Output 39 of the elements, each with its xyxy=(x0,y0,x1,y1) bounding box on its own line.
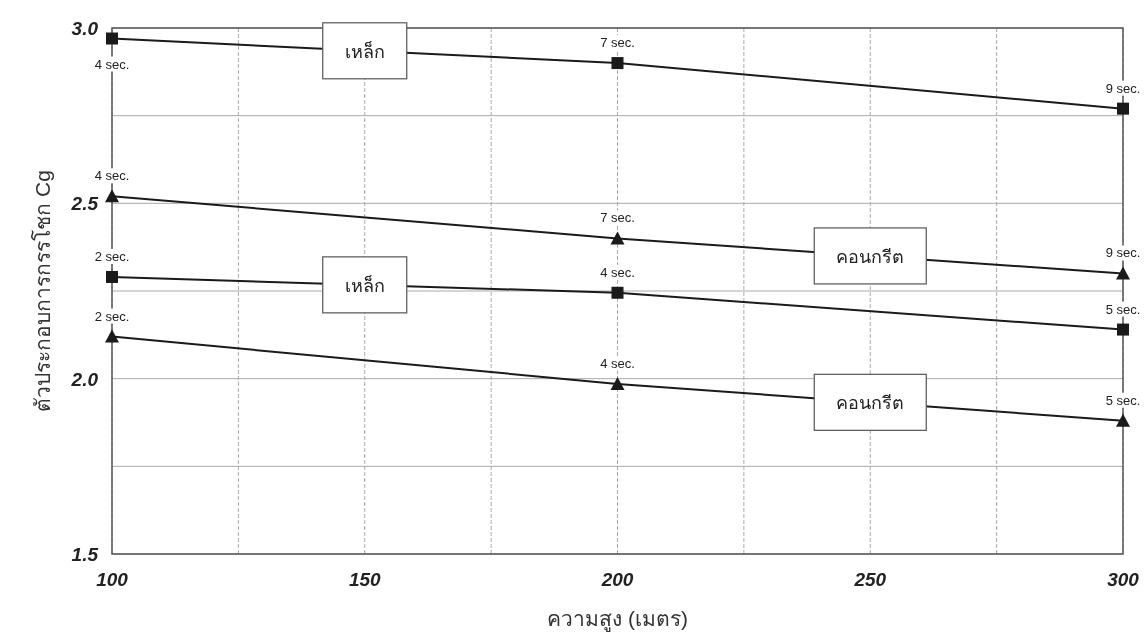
point xyxy=(106,32,118,45)
annotation: 9 sec. xyxy=(1105,245,1141,261)
point xyxy=(1116,266,1130,280)
x-tick-label: 100 xyxy=(96,569,129,590)
annotation: 7 sec. xyxy=(600,35,635,51)
point xyxy=(1117,323,1129,336)
annotation: 7 sec. xyxy=(600,210,635,226)
annotation: 4 sec. xyxy=(94,56,130,72)
y-tick-label: 2.5 xyxy=(70,193,99,215)
point xyxy=(105,189,119,203)
annotation: 5 sec. xyxy=(1105,392,1141,408)
point xyxy=(611,57,624,70)
point xyxy=(610,231,625,245)
point xyxy=(1116,413,1130,427)
x-tick-label: 200 xyxy=(600,569,634,590)
annotation: 4 sec. xyxy=(600,264,635,280)
series-label: เหล็ก xyxy=(344,273,385,296)
annotation: 5 sec. xyxy=(1105,301,1141,317)
y-tick-label: 2.0 xyxy=(70,368,99,390)
annotation: 9 sec. xyxy=(1105,80,1141,96)
annotation: 2 sec. xyxy=(94,248,130,264)
point xyxy=(611,286,624,299)
point xyxy=(105,329,119,343)
series-label: คอนกรีต xyxy=(836,393,905,414)
x-tick-label: 250 xyxy=(853,569,887,590)
point xyxy=(106,270,118,283)
annotation: 4 sec. xyxy=(94,168,130,184)
annotation: 2 sec. xyxy=(94,308,130,324)
y-tick-label: 1.5 xyxy=(71,544,99,565)
annotation: 4 sec. xyxy=(600,355,635,371)
series-label: คอนกรีต xyxy=(836,246,905,267)
x-tick-label: 150 xyxy=(348,569,382,590)
series-label: เหล็ก xyxy=(344,39,385,62)
x-axis-title: ความสูง (เมตร) xyxy=(547,607,688,632)
y-axis-title: ตัวประกอบการกรรโชก Cg xyxy=(31,170,54,412)
x-tick-label: 300 xyxy=(1107,569,1140,590)
point xyxy=(1117,102,1129,115)
point xyxy=(610,376,625,390)
y-tick-label: 3.0 xyxy=(71,18,99,39)
